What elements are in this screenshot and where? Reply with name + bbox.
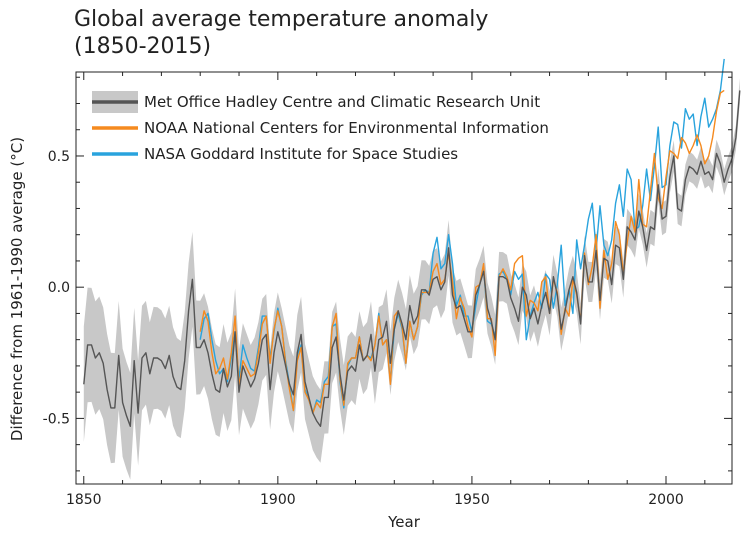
legend-label: Met Office Hadley Centre and Climatic Re… bbox=[144, 93, 540, 111]
y-tick-label: 0.5 bbox=[48, 149, 70, 165]
x-axis-title: Year bbox=[387, 513, 421, 531]
series-layer bbox=[83, 58, 741, 427]
legend-label: NOAA National Centers for Environmental … bbox=[144, 119, 549, 137]
legend-label: NASA Goddard Institute for Space Studies bbox=[144, 145, 458, 163]
axis-ticks: 1850 1900 1950 2000 -0.5 0.0 0.5 bbox=[43, 72, 732, 508]
y-axis-title: Difference from 1961-1990 average (°C) bbox=[8, 137, 26, 441]
x-tick-label: 1900 bbox=[260, 492, 296, 508]
chart-title: Global average temperature anomaly bbox=[74, 7, 489, 32]
x-tick-label: 1950 bbox=[454, 492, 490, 508]
y-tick-label: 0.0 bbox=[48, 280, 70, 296]
uncertainty-band-layer bbox=[83, 78, 740, 480]
series-line-0 bbox=[83, 90, 741, 427]
uncertainty-band bbox=[83, 78, 740, 480]
chart-subtitle: (1850-2015) bbox=[74, 34, 212, 59]
chart-title-block: Global average temperature anomaly (1850… bbox=[74, 6, 488, 60]
legend: Met Office Hadley Centre and Climatic Re… bbox=[92, 91, 549, 163]
x-tick-label: 1850 bbox=[66, 492, 102, 508]
plot-frame bbox=[75, 71, 733, 485]
y-tick-label: -0.5 bbox=[43, 411, 70, 427]
x-tick-label: 2000 bbox=[648, 492, 684, 508]
